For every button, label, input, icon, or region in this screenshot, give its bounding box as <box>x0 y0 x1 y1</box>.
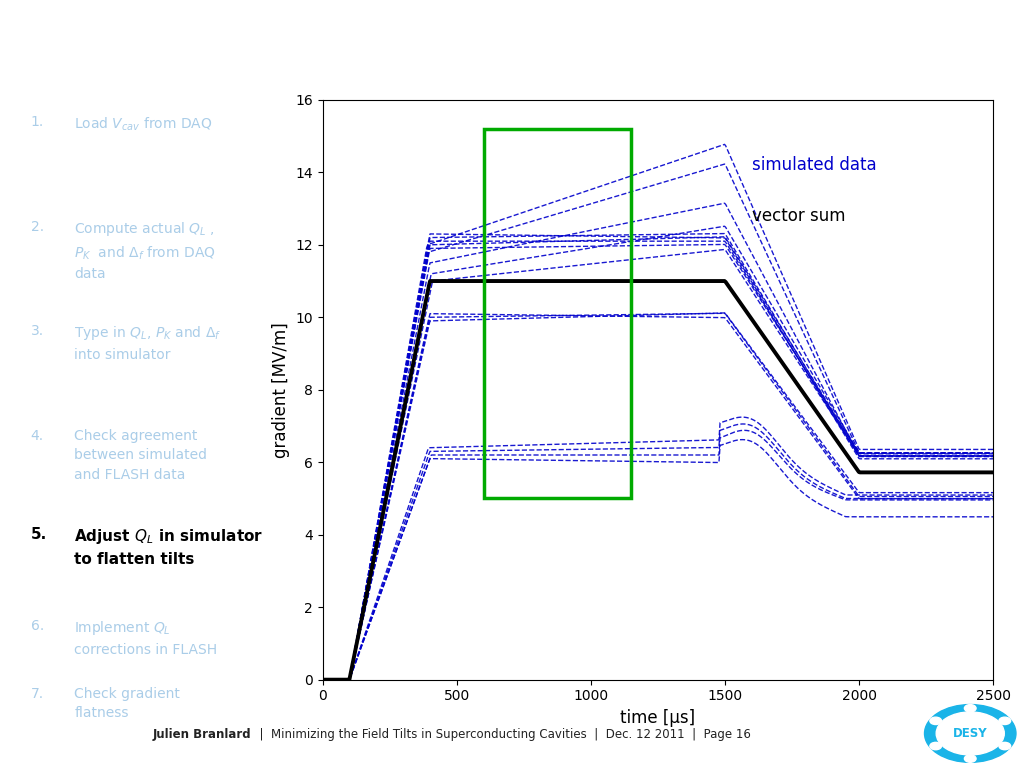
Text: |  Minimizing the Field Tilts in Superconducting Cavities  |  Dec. 12 2011  |  P: | Minimizing the Field Tilts in Supercon… <box>252 728 751 740</box>
Text: Compute actual $Q_L$ ,
$P_K$  and $\Delta_f$ from DAQ
data: Compute actual $Q_L$ , $P_K$ and $\Delta… <box>75 220 216 281</box>
Text: Check agreement
between simulated
and FLASH data: Check agreement between simulated and FL… <box>75 429 208 482</box>
Text: Adjust $Q_L$ in simulator
to flatten tilts: Adjust $Q_L$ in simulator to flatten til… <box>75 527 264 567</box>
Text: Julien Branlard: Julien Branlard <box>153 728 252 740</box>
Text: II. Calibration procedure: II. Calibration procedure <box>26 30 445 59</box>
Circle shape <box>930 717 941 724</box>
Circle shape <box>925 704 1016 763</box>
Text: Check gradient
flatness: Check gradient flatness <box>75 687 180 720</box>
Y-axis label: gradient [MV/m]: gradient [MV/m] <box>271 322 290 458</box>
Circle shape <box>936 712 1005 755</box>
Text: 1.: 1. <box>31 115 44 129</box>
Text: 2.: 2. <box>31 220 44 233</box>
Text: 4.: 4. <box>31 429 44 442</box>
X-axis label: time [µs]: time [µs] <box>621 709 695 727</box>
Circle shape <box>965 755 976 763</box>
Text: 7.: 7. <box>31 687 44 700</box>
Text: 3.: 3. <box>31 324 44 338</box>
Text: vector sum: vector sum <box>752 207 846 225</box>
Text: 6.: 6. <box>31 619 44 633</box>
Circle shape <box>965 704 976 712</box>
Text: Implement $Q_L$
corrections in FLASH: Implement $Q_L$ corrections in FLASH <box>75 619 217 657</box>
Circle shape <box>999 743 1011 750</box>
Text: Load $V_{cav}$ from DAQ: Load $V_{cav}$ from DAQ <box>75 115 213 133</box>
Text: DESY: DESY <box>953 727 987 740</box>
Text: 5.: 5. <box>31 527 47 542</box>
Text: simulated data: simulated data <box>752 156 877 174</box>
Text: Type in $Q_L$, $P_K$ and $\Delta_f$
into simulator: Type in $Q_L$, $P_K$ and $\Delta_f$ into… <box>75 324 222 362</box>
Circle shape <box>999 717 1011 724</box>
Circle shape <box>930 743 941 750</box>
Bar <box>483 129 631 498</box>
